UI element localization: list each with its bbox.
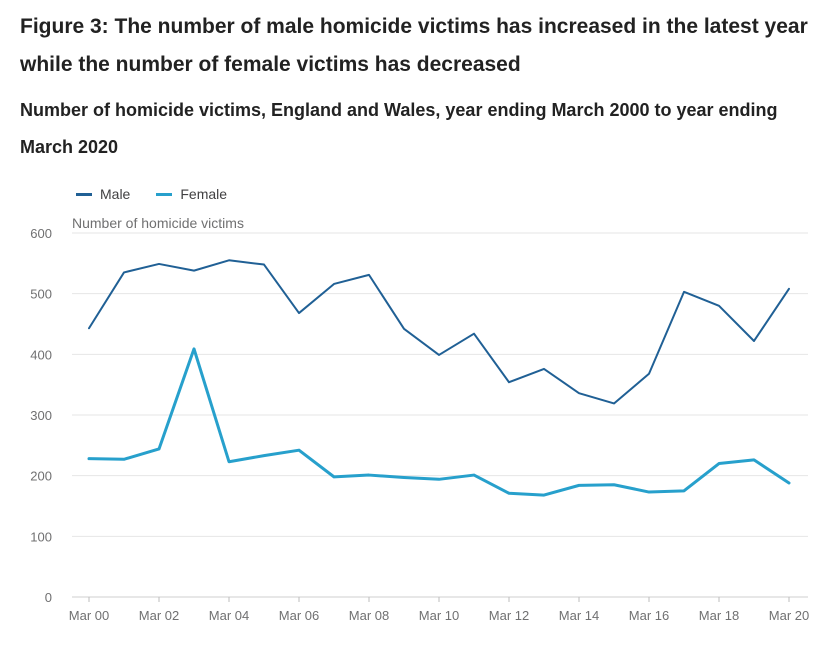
legend-label-male: Male (100, 186, 131, 202)
legend-item-male[interactable]: Male (76, 186, 130, 202)
data-point-male-mar-09[interactable] (399, 324, 409, 334)
x-tick-label: Mar 08 (349, 608, 389, 623)
data-point-female-mar-00[interactable] (84, 454, 94, 464)
x-tick-label: Mar 06 (279, 608, 319, 623)
series (84, 255, 794, 500)
data-point-male-mar-16[interactable] (644, 369, 654, 379)
data-point-male-mar-15[interactable] (609, 398, 619, 408)
y-axis-label: Number of homicide victims (72, 215, 244, 231)
data-point-male-mar-17[interactable] (679, 287, 689, 297)
data-point-female-mar-11[interactable] (469, 470, 479, 480)
legend-item-female[interactable]: Female (156, 186, 227, 202)
data-point-male-mar-08[interactable] (364, 270, 374, 280)
x-tick-label: Mar 10 (419, 608, 459, 623)
data-point-male-mar-13[interactable] (539, 364, 549, 374)
data-point-female-mar-17[interactable] (679, 486, 689, 496)
data-point-male-mar-18[interactable] (714, 301, 724, 311)
data-point-male-mar-02[interactable] (154, 259, 164, 269)
data-point-female-mar-08[interactable] (364, 470, 374, 480)
y-tick-label-600: 600 (30, 226, 52, 241)
chart-subtitle: Number of homicide victims, England and … (20, 100, 778, 157)
y-tick-label-300: 300 (30, 408, 52, 423)
data-point-female-mar-09[interactable] (399, 472, 409, 482)
series-line-female (87, 347, 791, 497)
x-tick-label: Mar 16 (629, 608, 669, 623)
x-axis-ticks: Mar 00 Mar 02 Mar 04 Mar 06 Mar 08 Mar 10 Mar … (69, 597, 809, 623)
data-point-male-mar-11[interactable] (469, 329, 479, 339)
data-point-female-mar-07[interactable] (329, 472, 339, 482)
legend-swatch-female (156, 192, 173, 196)
data-point-female-mar-20[interactable] (784, 478, 794, 488)
data-point-female-mar-04[interactable] (224, 457, 234, 467)
y-tick-label-200: 200 (30, 469, 52, 484)
data-point-female-mar-16[interactable] (644, 487, 654, 497)
data-point-female-mar-03[interactable] (189, 344, 199, 354)
data-point-female-mar-18[interactable] (714, 459, 724, 469)
data-point-male-mar-01[interactable] (119, 267, 129, 277)
data-point-female-mar-01[interactable] (119, 454, 129, 464)
data-point-female-mar-05[interactable] (259, 451, 269, 461)
y-tick-label-100: 100 (30, 529, 52, 544)
data-point-female-mar-14[interactable] (574, 480, 584, 490)
y-axis-ticks: 0 100 200 300 400 500 600 (30, 226, 52, 605)
data-point-male-mar-00[interactable] (84, 323, 94, 333)
series-female (84, 344, 794, 500)
data-point-male-mar-20[interactable] (784, 284, 794, 294)
data-point-female-mar-10[interactable] (434, 474, 444, 484)
series-male (84, 255, 794, 408)
data-point-male-mar-05[interactable] (259, 260, 269, 270)
gridlines (72, 232, 808, 598)
data-point-female-mar-12[interactable] (504, 488, 514, 498)
y-tick-label-500: 500 (30, 287, 52, 302)
data-point-male-mar-19[interactable] (749, 336, 759, 346)
x-tick-label: Mar 14 (559, 608, 599, 623)
y-tick-label-400: 400 (30, 347, 52, 362)
x-tick-label: Mar 04 (209, 608, 249, 623)
y-tick-label-0: 0 (45, 590, 52, 605)
figure-title: Figure 3: The number of male homicide vi… (20, 15, 808, 76)
series-line-male (88, 259, 790, 405)
legend-swatch-male (76, 192, 92, 196)
chart-legend: Male Female (76, 184, 253, 204)
data-point-male-mar-06[interactable] (294, 308, 304, 318)
data-point-female-mar-19[interactable] (749, 455, 759, 465)
data-point-male-mar-10[interactable] (434, 350, 444, 360)
legend-label-female: Female (180, 186, 228, 202)
data-point-male-mar-12[interactable] (504, 377, 514, 387)
x-tick-label: Mar 02 (139, 608, 179, 623)
data-point-male-mar-14[interactable] (574, 388, 584, 398)
data-point-male-mar-04[interactable] (224, 255, 234, 265)
x-tick-label: Mar 20 (769, 608, 809, 623)
x-tick-label: Mar 18 (699, 608, 739, 623)
x-tick-label: Mar 00 (69, 608, 109, 623)
data-point-female-mar-02[interactable] (154, 444, 164, 454)
data-point-female-mar-15[interactable] (609, 480, 619, 490)
x-tick-label: Mar 12 (489, 608, 529, 623)
data-point-female-mar-13[interactable] (539, 490, 549, 500)
data-point-female-mar-06[interactable] (294, 445, 304, 455)
data-point-male-mar-03[interactable] (189, 266, 199, 276)
data-point-male-mar-07[interactable] (329, 279, 339, 289)
